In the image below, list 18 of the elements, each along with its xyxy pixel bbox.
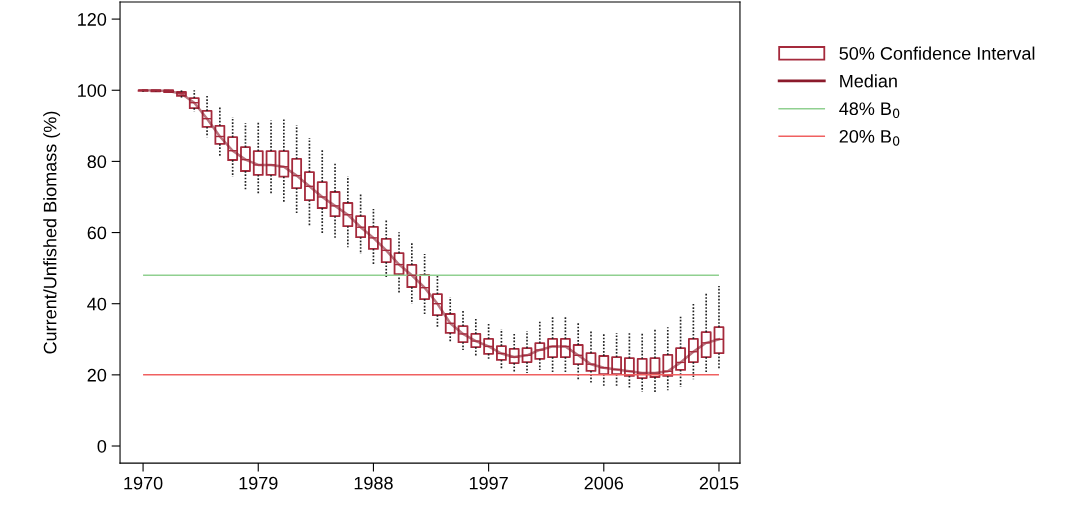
x-tick-label: 1997 (469, 476, 508, 490)
legend-label: 20% B$_{0}$ (839, 129, 900, 146)
x-tick-label: 1979 (239, 476, 278, 490)
legend-label: 50% Confidence Interval (839, 46, 1035, 60)
y-tick-label: 20 (87, 368, 107, 382)
y-tick-label: 40 (87, 297, 107, 311)
y-tick-label: 100 (78, 84, 107, 97)
y-tick-label: 0 (97, 439, 107, 453)
y-axis-title: Current/Unfished Biomass (%) (43, 111, 61, 354)
y-tick-label: 80 (87, 155, 107, 169)
x-tick-label: 1970 (124, 476, 163, 490)
legend-label: Median (840, 74, 897, 88)
y-tick-label: 120 (78, 13, 107, 26)
legend-label: 48% B$_{0}$ (839, 102, 900, 119)
x-tick-label: 1988 (354, 476, 393, 490)
x-tick-label: 2015 (699, 476, 739, 490)
y-tick-label: 60 (87, 226, 107, 240)
x-tick-label: 2006 (584, 476, 624, 490)
